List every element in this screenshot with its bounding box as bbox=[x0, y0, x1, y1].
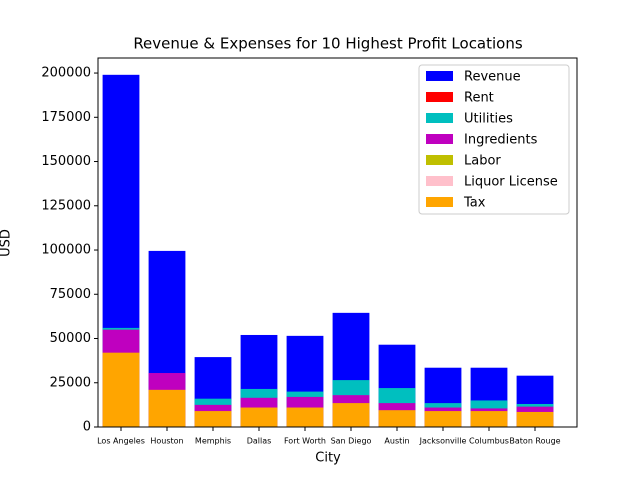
y-tick-label: 25000 bbox=[50, 375, 91, 390]
bar bbox=[516, 411, 554, 427]
y-tick-label: 0 bbox=[83, 420, 91, 435]
legend-swatch bbox=[426, 113, 453, 123]
x-axis-label: City bbox=[315, 451, 341, 466]
legend-label: Ingredients bbox=[464, 133, 538, 148]
y-tick-label: 75000 bbox=[50, 287, 91, 302]
y-axis-label: USD bbox=[0, 229, 14, 257]
x-tick-label: San Diego bbox=[331, 437, 372, 446]
y-tick-label: 150000 bbox=[41, 154, 91, 169]
x-tick-label: Fort Worth bbox=[284, 437, 326, 446]
legend-label: Utilities bbox=[464, 112, 513, 127]
bar bbox=[470, 411, 508, 427]
legend-swatch bbox=[426, 71, 453, 81]
bar bbox=[240, 407, 278, 427]
x-tick-label: Los Angeles bbox=[97, 437, 145, 446]
x-tick-label: Austin bbox=[384, 437, 409, 446]
legend-box bbox=[418, 64, 570, 215]
legend-label: Tax bbox=[463, 196, 486, 211]
legend-swatch bbox=[426, 92, 453, 102]
y-tick-label: 200000 bbox=[41, 66, 91, 81]
x-tick-label: Baton Rouge bbox=[509, 437, 560, 446]
bar bbox=[194, 411, 232, 427]
x-tick-label: Columbus bbox=[469, 437, 509, 446]
legend-swatch bbox=[426, 176, 453, 186]
x-tick-label: Jacksonville bbox=[419, 437, 467, 446]
legend-swatch bbox=[426, 134, 453, 144]
legend-swatch bbox=[426, 155, 453, 165]
legend-label: Revenue bbox=[464, 70, 521, 85]
y-tick-label: 175000 bbox=[41, 110, 91, 125]
y-tick-label: 100000 bbox=[41, 243, 91, 258]
x-tick-label: Memphis bbox=[195, 437, 231, 446]
x-tick-label: Dallas bbox=[247, 437, 272, 446]
plot-frame bbox=[97, 57, 578, 428]
chart-title: Revenue & Expenses for 10 Highest Profit… bbox=[133, 35, 523, 53]
legend-swatch bbox=[426, 197, 453, 207]
x-tick-label: Houston bbox=[150, 437, 183, 446]
legend-label: Labor bbox=[464, 154, 501, 169]
bar bbox=[102, 352, 140, 427]
bar bbox=[378, 410, 416, 427]
legend-label: Liquor License bbox=[464, 175, 558, 190]
y-tick-label: 50000 bbox=[50, 331, 91, 346]
bar bbox=[332, 403, 370, 427]
bar bbox=[424, 411, 462, 427]
y-tick-label: 125000 bbox=[41, 198, 91, 213]
legend-label: Rent bbox=[464, 91, 494, 106]
bar bbox=[286, 407, 324, 427]
bar bbox=[148, 389, 186, 427]
